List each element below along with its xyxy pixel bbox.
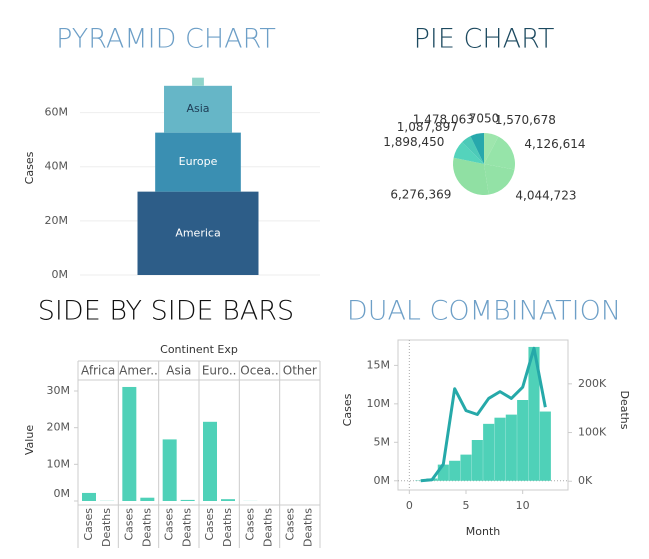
- series-label: Cases: [122, 508, 135, 541]
- bar: [539, 411, 551, 481]
- pie-slice: [484, 164, 515, 195]
- pyramid-segment: [164, 85, 232, 133]
- series-label: Cases: [163, 508, 176, 541]
- segment-label: America: [175, 226, 220, 239]
- bar: [437, 464, 449, 481]
- slice-label: 6,276,369: [390, 188, 451, 202]
- y-tick-label: 20M: [45, 214, 69, 227]
- y-tick-label: 20M: [47, 421, 71, 434]
- y-tick-label: 15M: [367, 358, 391, 371]
- pie-slice: [484, 133, 499, 164]
- y2-axis-label: Deaths: [618, 391, 631, 430]
- panel-label: Other: [283, 364, 317, 378]
- bar: [505, 414, 517, 481]
- bar: [471, 440, 483, 481]
- y-axis-label: Cases: [23, 151, 36, 184]
- pie-slice: [484, 136, 515, 170]
- line: [420, 346, 547, 483]
- series-label: Deaths: [221, 508, 234, 547]
- bar: [494, 417, 506, 481]
- y-tick-label: 0M: [52, 268, 69, 281]
- slice-label: 1,570,678: [495, 113, 556, 127]
- y-axis-label: Cases: [341, 393, 354, 426]
- slice-label: 1,087,897: [397, 120, 458, 134]
- series-label: Cases: [284, 508, 297, 541]
- panel-label: Asia: [166, 364, 191, 378]
- y-tick-label: 40M: [45, 160, 69, 173]
- series-label: Deaths: [100, 508, 113, 547]
- x-axis-label: Continent Exp: [160, 343, 238, 356]
- y-tick-label: 30M: [47, 384, 71, 397]
- panel-label: Africa: [81, 364, 115, 378]
- y-tick-label: 60M: [45, 106, 69, 119]
- bar: [460, 454, 472, 481]
- chart-title: PIE CHART: [414, 24, 555, 55]
- series-label: Deaths: [140, 508, 153, 547]
- y2-tick-label: 100K: [578, 426, 607, 439]
- pie-slice: [470, 133, 484, 164]
- y-tick-label: 10M: [367, 397, 391, 410]
- chart-title: SIDE BY SIDE BARS: [38, 296, 294, 327]
- chart-title: DUAL COMBINATION: [347, 296, 621, 327]
- slice-label: 1,898,450: [383, 135, 444, 149]
- series-label: Cases: [82, 508, 95, 541]
- pyramid-segment: [137, 191, 259, 275]
- bar: [203, 421, 217, 501]
- bar: [483, 423, 495, 481]
- panel-label: Amer..: [119, 364, 158, 378]
- panel-label: Euro..: [202, 364, 237, 378]
- x-tick-label: 5: [463, 499, 470, 512]
- series-label: Deaths: [261, 508, 274, 547]
- pie-slice: [452, 157, 489, 195]
- bar: [122, 386, 137, 501]
- series-label: Cases: [203, 508, 216, 541]
- series-label: Deaths: [302, 508, 315, 547]
- x-tick-label: 0: [406, 499, 413, 512]
- slice-label: 4,126,614: [524, 137, 585, 151]
- plot-frame: [397, 339, 569, 491]
- pie-slice: [462, 136, 484, 164]
- pyramid-segment: [155, 132, 241, 192]
- slice-label: 7050: [469, 112, 500, 126]
- y2-tick-label: 0K: [578, 474, 593, 487]
- pie-slice: [453, 142, 484, 164]
- y-tick-label: 0M: [54, 487, 71, 500]
- pyramid-segment: [192, 77, 204, 86]
- segment-label: Europe: [179, 155, 218, 168]
- bar: [140, 497, 155, 501]
- panel-label: Ocea..: [240, 364, 278, 378]
- slice-label: 1,478,063: [413, 113, 474, 127]
- bar: [221, 499, 235, 501]
- y2-tick-label: 200K: [578, 377, 607, 390]
- slice-label: 4,044,723: [515, 189, 576, 203]
- chart-title: PYRAMID CHART: [56, 24, 276, 55]
- bar: [449, 460, 461, 481]
- bar: [517, 400, 529, 481]
- y-tick-label: 5M: [374, 435, 391, 448]
- y-tick-label: 0M: [374, 474, 391, 487]
- bar: [162, 439, 177, 501]
- y-axis-label: Value: [23, 425, 36, 455]
- bar: [528, 346, 540, 481]
- series-label: Cases: [243, 508, 256, 541]
- x-tick-label: 10: [516, 499, 530, 512]
- segment-label: Asia: [186, 102, 209, 115]
- x-axis-label: Month: [466, 525, 501, 538]
- series-label: Deaths: [181, 508, 194, 547]
- bar: [180, 499, 195, 501]
- bar: [82, 492, 96, 501]
- y-tick-label: 10M: [47, 457, 71, 470]
